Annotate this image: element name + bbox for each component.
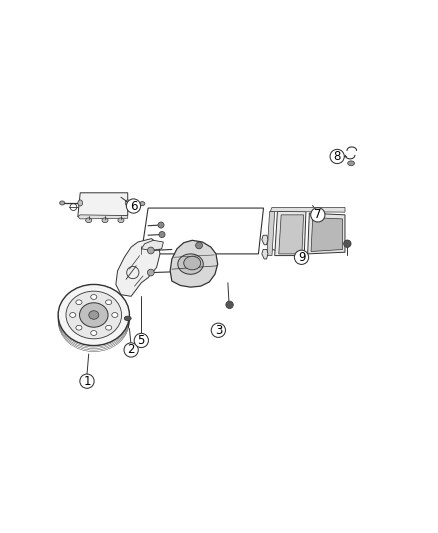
Ellipse shape xyxy=(60,201,65,205)
Text: 6: 6 xyxy=(130,199,137,213)
Ellipse shape xyxy=(348,161,354,166)
Polygon shape xyxy=(275,212,306,256)
Text: 1: 1 xyxy=(83,375,91,387)
Circle shape xyxy=(311,208,325,222)
Circle shape xyxy=(330,149,344,164)
Circle shape xyxy=(159,231,165,238)
Circle shape xyxy=(134,333,148,348)
Ellipse shape xyxy=(70,313,76,317)
Polygon shape xyxy=(262,249,268,259)
Text: 8: 8 xyxy=(333,150,341,163)
Text: 9: 9 xyxy=(298,251,305,264)
Polygon shape xyxy=(78,193,128,216)
Ellipse shape xyxy=(112,313,118,317)
Ellipse shape xyxy=(140,201,145,206)
Ellipse shape xyxy=(91,330,97,335)
Ellipse shape xyxy=(78,200,83,206)
Ellipse shape xyxy=(76,300,82,305)
Ellipse shape xyxy=(178,254,203,274)
Ellipse shape xyxy=(102,218,108,223)
Polygon shape xyxy=(116,239,160,296)
Ellipse shape xyxy=(106,325,112,330)
Ellipse shape xyxy=(91,295,97,300)
Circle shape xyxy=(211,323,226,337)
Circle shape xyxy=(158,222,164,228)
Ellipse shape xyxy=(124,316,131,320)
Polygon shape xyxy=(270,207,345,212)
Circle shape xyxy=(80,374,94,389)
Circle shape xyxy=(196,242,202,249)
Circle shape xyxy=(344,240,351,247)
Ellipse shape xyxy=(89,311,99,319)
Ellipse shape xyxy=(118,218,124,223)
Ellipse shape xyxy=(86,218,92,223)
Circle shape xyxy=(294,250,309,264)
Polygon shape xyxy=(311,217,343,252)
Circle shape xyxy=(148,269,154,276)
Ellipse shape xyxy=(125,200,130,206)
Text: 3: 3 xyxy=(215,324,222,337)
Text: 2: 2 xyxy=(127,343,135,357)
Polygon shape xyxy=(141,240,163,251)
Circle shape xyxy=(226,301,233,309)
Ellipse shape xyxy=(58,285,130,345)
Polygon shape xyxy=(279,215,304,254)
Text: 5: 5 xyxy=(138,334,145,347)
Ellipse shape xyxy=(184,256,201,270)
Ellipse shape xyxy=(76,325,82,330)
Polygon shape xyxy=(262,235,268,245)
Circle shape xyxy=(124,343,138,357)
Ellipse shape xyxy=(66,291,122,339)
Circle shape xyxy=(148,247,154,254)
Polygon shape xyxy=(170,240,218,287)
Ellipse shape xyxy=(80,303,108,327)
Text: 7: 7 xyxy=(314,208,321,221)
Polygon shape xyxy=(307,213,345,254)
Ellipse shape xyxy=(106,300,112,305)
Polygon shape xyxy=(78,215,128,219)
Polygon shape xyxy=(267,212,275,256)
Circle shape xyxy=(127,199,141,213)
